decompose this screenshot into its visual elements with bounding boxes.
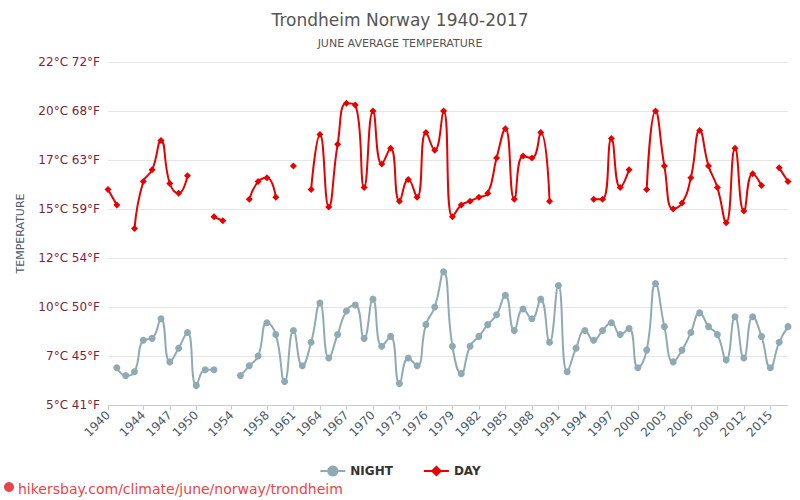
svg-text:1988: 1988 (505, 408, 536, 439)
svg-text:NIGHT: NIGHT (350, 464, 393, 478)
svg-text:1970: 1970 (346, 408, 377, 439)
svg-text:2003: 2003 (638, 408, 669, 439)
svg-text:TEMPERATURE: TEMPERATURE (14, 193, 27, 274)
svg-text:1976: 1976 (399, 408, 430, 439)
svg-text:2006: 2006 (664, 408, 695, 439)
svg-text:1958: 1958 (240, 408, 271, 439)
svg-text:2000: 2000 (611, 408, 642, 439)
svg-text:1994: 1994 (558, 408, 589, 439)
svg-text:1997: 1997 (585, 408, 616, 439)
svg-text:Trondheim Norway 1940-2017: Trondheim Norway 1940-2017 (271, 10, 529, 30)
svg-text:12°C 54°F: 12°C 54°F (38, 251, 100, 265)
svg-text:2015: 2015 (744, 408, 775, 439)
svg-text:DAY: DAY (454, 464, 481, 478)
svg-text:1940: 1940 (81, 408, 112, 439)
svg-text:5°C 41°F: 5°C 41°F (46, 398, 100, 412)
svg-text:1961: 1961 (267, 408, 298, 439)
svg-text:17°C 63°F: 17°C 63°F (38, 153, 100, 167)
svg-text:1982: 1982 (452, 408, 483, 439)
svg-text:1979: 1979 (426, 408, 457, 439)
svg-text:2012: 2012 (717, 408, 748, 439)
svg-text:1991: 1991 (532, 408, 563, 439)
svg-text:7°C 45°F: 7°C 45°F (46, 349, 100, 363)
svg-text:1967: 1967 (320, 408, 351, 439)
svg-text:hikersbay.com/climate/june/nor: hikersbay.com/climate/june/norway/trondh… (18, 481, 343, 497)
svg-text:1973: 1973 (373, 408, 404, 439)
svg-text:10°C 50°F: 10°C 50°F (38, 300, 100, 314)
svg-text:JUNE AVERAGE TEMPERATURE: JUNE AVERAGE TEMPERATURE (317, 37, 483, 50)
svg-text:1950: 1950 (170, 408, 201, 439)
svg-text:1944: 1944 (117, 408, 148, 439)
svg-text:2009: 2009 (691, 408, 722, 439)
svg-text:15°C 59°F: 15°C 59°F (38, 202, 100, 216)
svg-text:1964: 1964 (293, 408, 324, 439)
svg-text:1985: 1985 (479, 408, 510, 439)
svg-text:22°C 72°F: 22°C 72°F (38, 55, 100, 69)
svg-text:1947: 1947 (143, 408, 174, 439)
svg-text:1954: 1954 (205, 408, 236, 439)
svg-text:20°C 68°F: 20°C 68°F (38, 104, 100, 118)
